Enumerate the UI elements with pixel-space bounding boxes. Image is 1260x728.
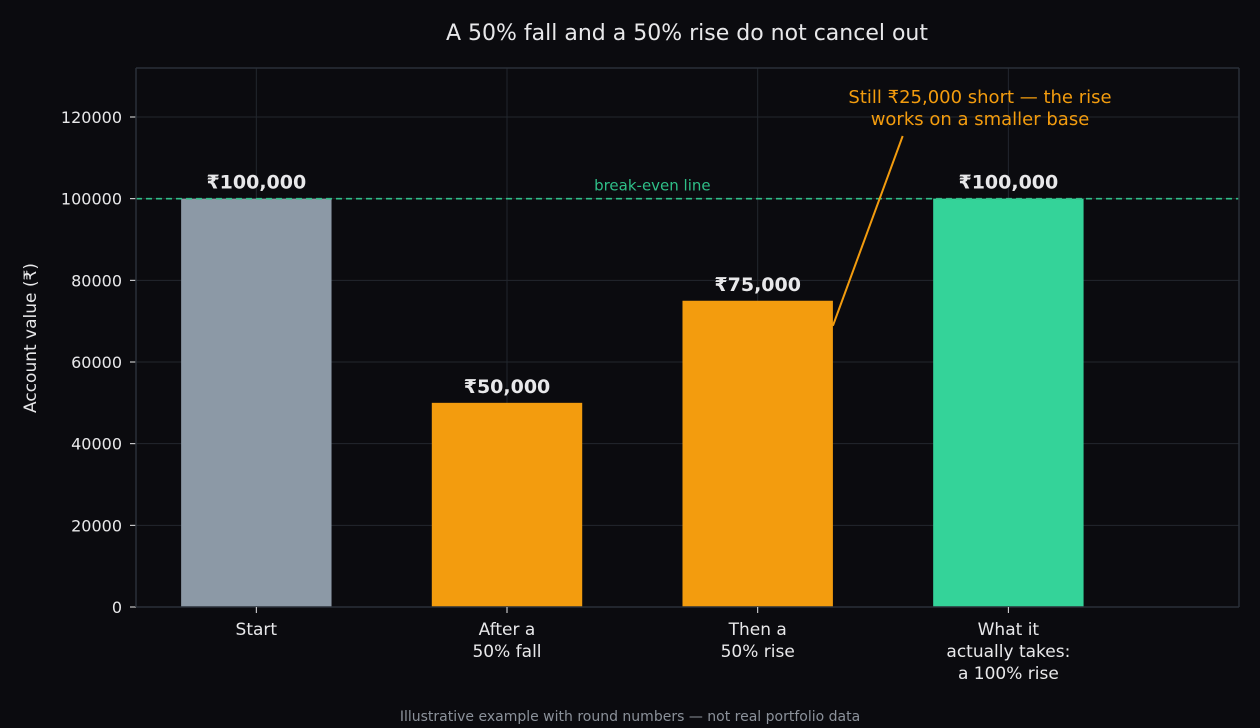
bar-1 [181,198,332,607]
y-tick-label: 60000 [71,353,122,372]
data-label-3: ₹75,000 [714,274,801,296]
y-tick-label: 20000 [71,516,122,535]
data-label-1: ₹100,000 [206,172,306,194]
bar-3 [682,300,833,607]
x-tick-label-2: After a [479,620,536,640]
y-tick-label: 40000 [71,435,122,454]
x-tick-label-4: What it [978,620,1040,640]
bar-4 [933,198,1084,607]
bar-2 [431,402,583,607]
x-tick-label-4: actually takes: [946,642,1070,662]
x-tick-label-2: 50% fall [472,642,541,662]
chart-title: A 50% fall and a 50% rise do not cancel … [446,21,928,46]
x-tick-label-1: Start [236,620,278,640]
annotation-text-line-1: Still ₹25,000 short — the rise [848,87,1111,108]
data-label-2: ₹50,000 [464,376,551,398]
footnote: Illustrative example with round numbers … [400,709,860,725]
y-tick-label: 100000 [61,190,122,209]
plot-area: 0 20000 40000 60000 80000 100000 120000 break-e… [61,67,1240,684]
annotation-text-line-2: works on a smaller base [871,109,1090,130]
x-tick-label-4: a 100% rise [958,664,1059,684]
break-even-label: break-even line [594,177,711,195]
y-tick-label: 80000 [71,271,122,290]
y-tick-label: 120000 [61,108,122,127]
y-tick-label: 0 [112,598,122,617]
y-axis-label: Account value (₹) [21,263,41,413]
annotation-arrow [831,135,904,327]
data-label-4: ₹100,000 [958,172,1058,194]
x-tick-label-3: 50% rise [721,642,795,662]
x-tick-label-3: Then a [728,620,787,640]
